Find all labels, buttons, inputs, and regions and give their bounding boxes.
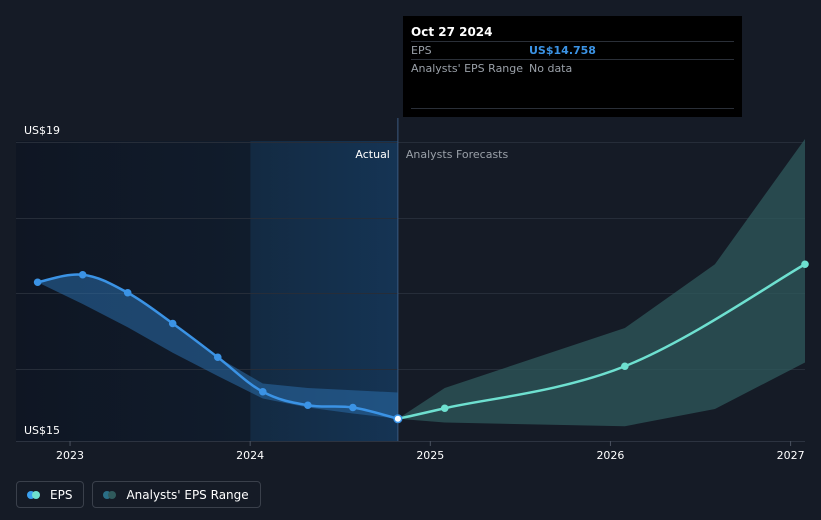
tooltip-range-value: No data [529,62,573,75]
eps-point-actual [78,270,87,279]
tooltip-divider [411,108,734,109]
eps-range-swatch-icon [103,490,118,499]
analysts-forecasts-label: Analysts Forecasts [406,148,509,161]
actual-label: Actual [355,148,389,161]
eps-point-actual [349,403,357,412]
tooltip-eps-value: US$14.758 [529,44,596,57]
eps-point-actual [168,319,177,328]
tooltip-range-label: Analysts' EPS Range [411,62,524,75]
eps-swatch-icon [27,490,42,499]
eps-range-band-forecast [397,139,805,427]
tooltip-row-eps: EPS US$14.758 [411,41,734,59]
eps-point-forecast [801,260,809,269]
eps-point-actual [33,278,42,287]
tooltip-date: Oct 27 2024 [411,25,493,39]
eps-point-actual [258,387,267,396]
legend: EPS Analysts' EPS Range [16,481,261,508]
legend-item-eps[interactable]: EPS [16,481,85,508]
x-tick-label: 2026 [596,449,624,462]
eps-point-actual [304,401,312,410]
x-tick-label: 2025 [416,449,444,462]
y-tick-label: US$19 [24,124,60,137]
legend-item-eps-range[interactable]: Analysts' EPS Range [92,481,261,508]
tooltip-row-range: Analysts' EPS Range No data [411,59,734,77]
eps-point-actual [123,288,132,297]
eps-line-forecast [396,263,807,420]
x-tick-label: 2024 [236,449,264,462]
eps-point-forecast [440,404,449,413]
tooltip: Oct 27 2024 EPS US$14.758 Analysts' EPS … [403,16,742,117]
eps-range-band-actual [37,273,398,419]
x-tick-label: 2023 [56,449,84,462]
tooltip-eps-label: EPS [411,44,432,57]
eps-point-current [393,414,403,424]
legend-eps-range-label: Analysts' EPS Range [126,487,249,502]
eps-point-forecast [621,362,629,371]
y-tick-label: US$15 [24,424,60,437]
x-tick-label: 2027 [777,449,805,462]
legend-eps-label: EPS [50,487,73,502]
eps-point-actual [213,353,222,362]
